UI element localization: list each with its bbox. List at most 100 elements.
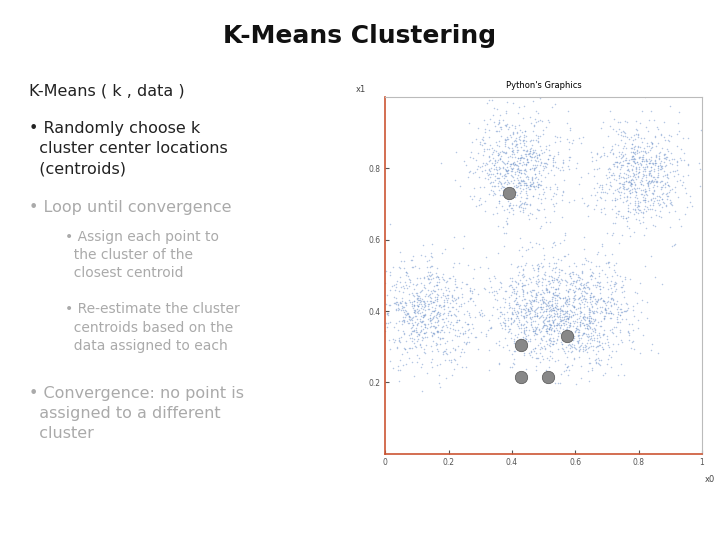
Point xyxy=(654,178,666,187)
Point xyxy=(597,370,608,379)
Point xyxy=(547,239,559,248)
Point xyxy=(645,156,657,164)
Point xyxy=(543,140,554,149)
Point xyxy=(624,224,635,232)
Point xyxy=(682,134,693,143)
Point xyxy=(503,299,515,307)
Point xyxy=(614,118,626,126)
Point xyxy=(585,291,596,299)
Point xyxy=(598,148,610,157)
Point xyxy=(504,161,516,170)
Point xyxy=(517,282,528,291)
Point xyxy=(453,302,464,310)
Point xyxy=(564,321,575,329)
Point xyxy=(632,197,644,206)
Point xyxy=(544,325,555,333)
Point xyxy=(541,316,553,325)
Point xyxy=(578,232,590,241)
Point xyxy=(400,281,412,289)
Point xyxy=(462,261,474,269)
Point xyxy=(442,303,454,312)
Point xyxy=(509,315,521,324)
Point xyxy=(521,193,533,202)
Point xyxy=(527,345,539,353)
Point xyxy=(638,218,649,226)
Point xyxy=(520,307,531,316)
Point xyxy=(585,314,597,322)
Point xyxy=(608,160,620,168)
Point xyxy=(540,183,552,191)
Point xyxy=(644,146,655,155)
Point xyxy=(555,266,567,274)
Point xyxy=(652,196,663,205)
Point xyxy=(426,314,438,323)
Point xyxy=(512,279,523,287)
Point xyxy=(617,126,629,135)
Point xyxy=(639,164,650,173)
Point xyxy=(482,171,494,179)
Point xyxy=(485,322,497,331)
Point xyxy=(605,178,616,186)
Point xyxy=(618,287,630,295)
Point xyxy=(649,132,661,140)
Point xyxy=(520,204,531,213)
Point xyxy=(635,133,647,142)
Point xyxy=(546,325,557,333)
Point xyxy=(488,287,500,295)
Point xyxy=(663,208,675,217)
Point xyxy=(611,305,623,314)
Point xyxy=(649,156,660,165)
Point xyxy=(608,260,620,269)
Point xyxy=(574,335,585,344)
Point xyxy=(584,312,595,321)
Point xyxy=(621,196,633,205)
Point xyxy=(446,318,457,326)
Point xyxy=(459,328,471,337)
Point xyxy=(614,311,626,320)
Point xyxy=(567,301,578,309)
Point xyxy=(583,310,595,319)
Point xyxy=(537,288,549,296)
Point xyxy=(379,279,391,288)
Point xyxy=(637,181,649,190)
Point xyxy=(648,197,660,205)
Point xyxy=(594,308,606,317)
Point xyxy=(482,169,493,178)
Point xyxy=(494,155,505,164)
Point xyxy=(499,298,510,306)
Point xyxy=(632,130,644,138)
Point xyxy=(518,326,529,334)
Point xyxy=(532,266,544,275)
Point xyxy=(582,323,593,332)
Point xyxy=(571,337,582,346)
Point xyxy=(521,179,532,187)
Point xyxy=(626,180,637,188)
Point xyxy=(612,206,624,215)
Point xyxy=(516,285,528,293)
Point xyxy=(643,126,654,135)
Point xyxy=(531,182,542,191)
Point xyxy=(390,306,402,314)
Point xyxy=(564,272,576,280)
Point xyxy=(525,299,536,307)
Point xyxy=(536,281,548,289)
Point xyxy=(608,282,620,291)
Point xyxy=(593,354,604,362)
Point xyxy=(405,276,416,285)
Point xyxy=(645,163,657,172)
Point xyxy=(627,148,639,157)
Point xyxy=(624,192,636,201)
Point xyxy=(553,288,564,297)
Point xyxy=(497,223,508,232)
Point xyxy=(411,288,423,297)
Point xyxy=(448,302,459,311)
Text: • Assign each point to
  the cluster of the
  closest centroid: • Assign each point to the cluster of th… xyxy=(65,230,219,280)
Point xyxy=(540,305,552,313)
Point xyxy=(521,155,533,164)
Point xyxy=(505,259,517,268)
Point xyxy=(564,153,576,161)
Point xyxy=(551,311,562,320)
Point xyxy=(513,329,524,338)
Point xyxy=(582,329,594,338)
Point xyxy=(629,173,641,181)
